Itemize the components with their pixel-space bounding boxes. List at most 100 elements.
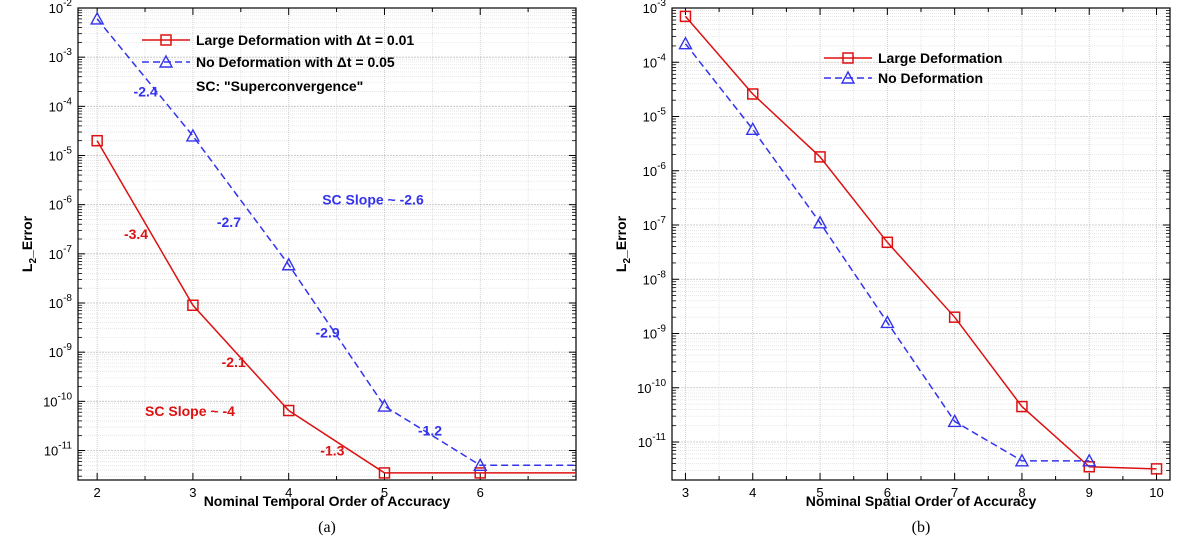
y-tick-label: 10-5: [49, 146, 73, 164]
y-tick-label: 10-11: [638, 432, 667, 450]
x-tick-label: 9: [1086, 485, 1093, 500]
y-tick-exponent: -7: [657, 215, 666, 226]
data-point-0: [187, 299, 199, 311]
y-tick-base: 10: [49, 247, 63, 262]
data-point-1: [745, 121, 760, 136]
slope-annotation: SC Slope ~ -2.6: [322, 192, 424, 208]
y-tick-exponent: -9: [657, 324, 666, 335]
series-group: [678, 10, 1163, 475]
data-point-0: [948, 311, 961, 323]
y-tick-exponent: -4: [657, 52, 666, 63]
x-tick-label: 7: [951, 485, 958, 500]
y-tick-base: 10: [49, 99, 63, 114]
y-tick-exponent: -4: [63, 96, 72, 107]
data-point-0: [378, 467, 391, 479]
legend-note: SC: "Superconvergence": [196, 78, 363, 94]
y-tick-base: 10: [643, 218, 657, 233]
y-axis-title-main: L: [19, 263, 35, 272]
x-tick-label: 4: [749, 485, 756, 500]
y-tick-exponent: -10: [58, 391, 73, 402]
y-tick-label: 10-10: [637, 378, 666, 396]
series-line-1: [684, 43, 1090, 462]
y-tick-exponent: -3: [63, 47, 72, 58]
x-tick-label: 8: [1018, 485, 1025, 500]
data-point-1: [1014, 453, 1030, 467]
series-line-0: [96, 140, 576, 474]
y-tick-exponent: -5: [657, 107, 666, 118]
y-tick-label: 10-10: [43, 391, 72, 409]
legend-marker-0: [842, 52, 854, 64]
y-tick-label: 10-3: [643, 0, 667, 16]
y-tick-label: 10-7: [643, 215, 667, 233]
y-tick-exponent: -6: [657, 161, 666, 172]
y-tick-label: 10-3: [49, 47, 73, 65]
y-tick-base: 10: [49, 345, 63, 360]
y-tick-base: 10: [49, 1, 63, 16]
x-axis-title: Nominal Temporal Order of Accuracy: [204, 493, 451, 509]
y-axis-title-subscript: 2: [622, 258, 633, 264]
x-tick-label: 10: [1149, 485, 1163, 500]
x-tick-label: 3: [189, 485, 196, 500]
x-tick-label: 2: [94, 485, 101, 500]
data-point-0: [1016, 400, 1028, 413]
x-tick-label: 3: [682, 485, 689, 500]
y-tick-label: 10-9: [49, 342, 73, 360]
y-tick-base: 10: [643, 164, 657, 179]
data-point-0: [1150, 463, 1163, 475]
y-tick-label: 10-5: [643, 107, 667, 125]
y-tick-base: 10: [638, 435, 652, 450]
legend-label-0: Large Deformation: [878, 50, 1002, 66]
data-point-0: [747, 88, 759, 100]
x-tick-label: 5: [816, 485, 823, 500]
y-tick-exponent: -5: [63, 146, 72, 157]
y-tick-exponent: -11: [652, 432, 666, 443]
data-point-0: [1083, 461, 1095, 473]
legend-label-1: No Deformation: [878, 70, 983, 86]
y-tick-base: 10: [643, 55, 657, 70]
data-point-0: [679, 10, 692, 23]
legend: Large Deformation No Deformation: [824, 50, 1002, 86]
y-tick-base: 10: [643, 1, 657, 16]
y-tick-base: 10: [643, 272, 657, 287]
y-tick-base: 10: [643, 110, 657, 125]
slope-annotation: SC Slope ~ -4: [145, 403, 235, 419]
data-point-1: [812, 215, 828, 229]
y-tick-base: 10: [637, 381, 651, 396]
data-point-0: [282, 404, 295, 417]
panel-caption: (b): [912, 519, 931, 536]
chart-panel-a: 10-1110-1010-910-810-710-610-510-410-310…: [19, 0, 577, 536]
data-point-1: [185, 128, 201, 142]
legend-marker-0: [160, 34, 172, 46]
data-point-0: [814, 151, 826, 163]
slope-annotation: -2.1: [222, 354, 246, 370]
data-point-1: [281, 257, 296, 271]
data-point-0: [881, 236, 894, 249]
y-axis-title: L2_Error: [613, 215, 633, 272]
data-point-0: [474, 467, 486, 479]
series-line-1: [96, 18, 576, 467]
y-tick-label: 10-2: [49, 0, 73, 16]
x-tick-label: 5: [381, 485, 388, 500]
data-point-1: [947, 413, 962, 428]
y-tick-exponent: -3: [657, 0, 666, 9]
y-tick-label: 10-6: [643, 161, 667, 179]
y-axis-title-main: L: [613, 263, 629, 272]
slope-annotation: -1.2: [418, 423, 442, 439]
y-tick-exponent: -8: [657, 269, 666, 280]
slope-annotation: -2.7: [217, 214, 241, 230]
data-point-0: [91, 134, 103, 147]
y-tick-base: 10: [49, 50, 63, 65]
legend-marker-1: [158, 54, 174, 68]
plot-frame: [77, 7, 577, 481]
x-tick-label: 4: [285, 485, 292, 500]
y-axis-title-rest: _Error: [19, 215, 35, 259]
y-axis-title-subscript: 2: [28, 258, 39, 264]
y-axis-title-rest: _Error: [613, 215, 629, 259]
y-tick-base: 10: [49, 149, 63, 164]
y-tick-label: 10-7: [49, 244, 73, 262]
y-tick-label: 10-11: [44, 441, 73, 459]
series-group: [89, 11, 576, 479]
y-tick-exponent: -2: [63, 0, 72, 9]
